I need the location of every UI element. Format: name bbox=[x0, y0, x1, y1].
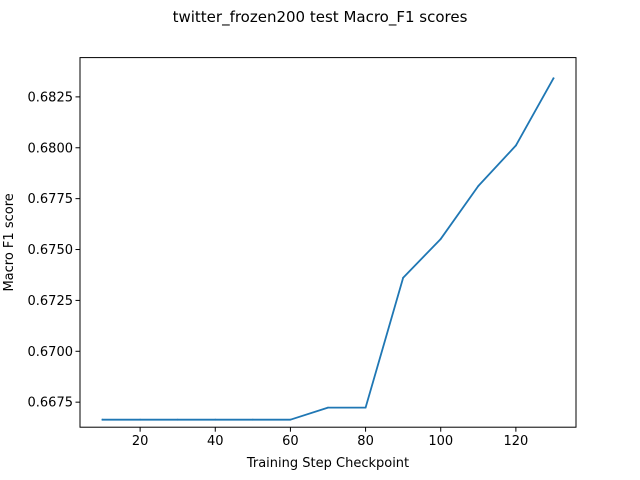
chart-title: twitter_frozen200 test Macro_F1 scores bbox=[173, 8, 468, 27]
data-point bbox=[477, 185, 480, 187]
x-axis-label: Training Step Checkpoint bbox=[246, 456, 409, 471]
x-tick-label: 80 bbox=[357, 434, 374, 449]
data-point bbox=[402, 276, 405, 279]
x-tick-label: 40 bbox=[207, 434, 224, 449]
y-axis-label: Macro F1 score bbox=[2, 193, 17, 291]
data-point bbox=[439, 238, 442, 240]
data-point bbox=[514, 144, 517, 147]
y-tick-label: 0.6675 bbox=[28, 396, 74, 411]
y-tick-label: 0.6800 bbox=[28, 141, 74, 156]
data-point bbox=[214, 418, 217, 421]
data-point bbox=[251, 418, 254, 421]
y-tick-label: 0.6700 bbox=[28, 345, 74, 360]
y-tick-label: 0.6775 bbox=[28, 192, 74, 207]
data-point bbox=[101, 418, 104, 421]
x-tick-label: 60 bbox=[282, 434, 299, 449]
data-point bbox=[176, 418, 179, 421]
y-tick-label: 0.6825 bbox=[28, 90, 74, 105]
data-point bbox=[327, 406, 329, 409]
data-point bbox=[364, 406, 367, 409]
data-point bbox=[289, 418, 292, 421]
x-tick-label: 20 bbox=[132, 434, 149, 449]
x-tick-label: 100 bbox=[428, 434, 453, 449]
plot-area bbox=[101, 77, 555, 421]
axes-frame bbox=[79, 57, 577, 428]
y-tick-label: 0.6750 bbox=[28, 243, 74, 258]
series-line bbox=[101, 77, 555, 421]
y-tick-label: 0.6725 bbox=[28, 294, 74, 309]
data-point bbox=[139, 418, 142, 421]
x-tick-label: 120 bbox=[503, 434, 528, 449]
data-point bbox=[552, 77, 555, 80]
